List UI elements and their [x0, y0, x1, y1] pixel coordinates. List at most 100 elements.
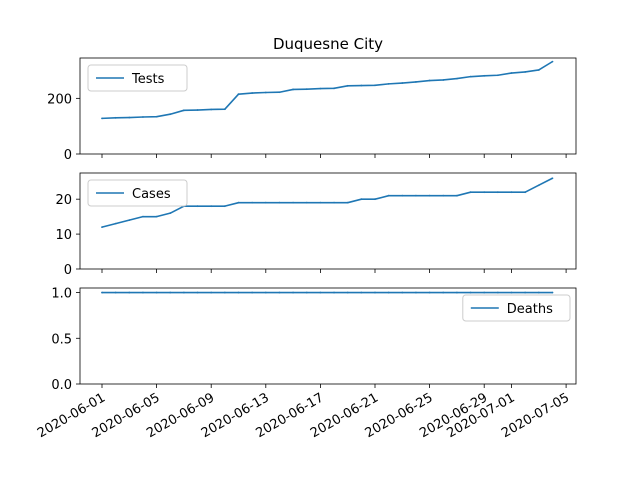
- data-point: [333, 87, 335, 90]
- data-point: [155, 291, 158, 294]
- data-point: [101, 226, 103, 229]
- data-point: [333, 201, 335, 204]
- data-point: [456, 291, 458, 294]
- data-point: [456, 77, 458, 80]
- data-point: [346, 84, 349, 87]
- data-point: [251, 92, 254, 94]
- data-point: [415, 81, 417, 83]
- data-point: [469, 291, 472, 294]
- data-point: [196, 291, 199, 294]
- data-point: [510, 291, 513, 294]
- data-point: [210, 205, 213, 208]
- data-point: [428, 291, 431, 294]
- data-point: [524, 191, 527, 194]
- axes-frame: [79, 287, 577, 385]
- data-point: [128, 116, 131, 119]
- data-point: [142, 116, 144, 118]
- data-point: [305, 88, 308, 91]
- data-point: [360, 198, 363, 201]
- data-point: [210, 291, 213, 294]
- legend-label: Cases: [132, 187, 171, 202]
- data-point: [551, 177, 554, 180]
- data-point: [128, 291, 131, 294]
- data-point: [223, 291, 226, 294]
- data-point: [155, 215, 158, 218]
- data-point: [278, 91, 281, 94]
- series-line-tests: [101, 60, 553, 120]
- data-point: [428, 79, 431, 82]
- data-point: [114, 116, 117, 119]
- data-point: [169, 113, 172, 116]
- legend-box: [462, 294, 571, 322]
- data-point: [346, 291, 349, 294]
- data-point: [319, 291, 322, 294]
- data-point: [524, 291, 527, 294]
- data-point: [333, 291, 335, 294]
- data-point: [114, 222, 117, 225]
- data-point: [537, 291, 540, 294]
- data-point: [264, 291, 267, 294]
- data-point: [155, 115, 158, 118]
- legend-label: Deaths: [507, 302, 553, 317]
- data-point: [278, 201, 281, 204]
- data-point: [251, 201, 254, 204]
- y-tick-label: 20: [55, 193, 72, 208]
- data-point: [442, 79, 445, 81]
- data-point: [210, 108, 213, 111]
- data-point: [374, 291, 376, 294]
- chart-title: Duquesne City: [273, 35, 383, 53]
- data-point: [196, 109, 199, 111]
- data-point: [387, 194, 390, 197]
- y-tick-label: 0.0: [51, 378, 72, 393]
- data-point: [264, 201, 267, 204]
- y-tick-label: 200: [47, 92, 72, 107]
- legend: Cases: [87, 179, 188, 207]
- data-point: [292, 291, 294, 294]
- data-point: [428, 194, 431, 197]
- data-point: [469, 75, 472, 78]
- data-point: [278, 291, 281, 294]
- data-point: [305, 201, 308, 204]
- data-point: [551, 291, 554, 294]
- panel-3: 0.00.51.02020-06-012020-06-052020-06-092…: [35, 287, 577, 441]
- legend: Tests: [87, 64, 188, 92]
- legend-label: Tests: [131, 72, 165, 87]
- data-point: [142, 215, 144, 218]
- data-point: [415, 194, 417, 197]
- data-point: [401, 194, 404, 197]
- data-point: [223, 108, 226, 111]
- legend-box: [87, 64, 188, 92]
- y-tick-label: 0.5: [51, 332, 72, 347]
- data-point: [496, 74, 499, 77]
- data-point: [442, 291, 445, 294]
- y-tick-label: 0: [64, 148, 72, 163]
- y-tick-label: 0: [64, 263, 72, 278]
- data-point: [169, 212, 172, 215]
- data-point: [415, 291, 417, 294]
- data-point: [319, 201, 322, 204]
- data-point: [292, 88, 294, 91]
- data-point: [169, 291, 172, 294]
- data-point: [524, 71, 527, 73]
- series-line-cases: [101, 177, 553, 228]
- data-point: [223, 205, 226, 208]
- data-point: [128, 219, 131, 222]
- data-point: [346, 201, 349, 204]
- data-point: [183, 291, 185, 294]
- data-point: [387, 291, 390, 294]
- data-point: [251, 291, 254, 294]
- data-point: [496, 191, 499, 194]
- data-point: [401, 291, 404, 294]
- panel-2: 0 10 20 Cases: [55, 172, 577, 278]
- data-point: [401, 82, 404, 84]
- data-point: [387, 82, 390, 85]
- data-point: [101, 117, 103, 120]
- data-point: [469, 191, 472, 194]
- data-point: [305, 291, 308, 294]
- axes-frame: [79, 57, 577, 155]
- axes-frame: [79, 172, 577, 270]
- data-point: [142, 291, 144, 294]
- data-point: [237, 93, 240, 96]
- data-point: [496, 291, 499, 294]
